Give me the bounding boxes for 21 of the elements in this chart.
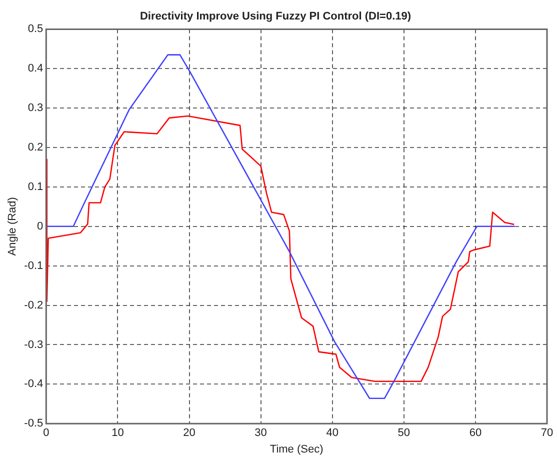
x-axis-title: Time (Sec) xyxy=(270,443,324,456)
x-tick-label: 50 xyxy=(398,427,410,440)
x-tick-label: 70 xyxy=(540,427,554,440)
x-tick-label: 30 xyxy=(254,427,267,440)
y-tick-label: -0.3 xyxy=(24,338,44,351)
y-tick-label: 0.2 xyxy=(28,142,44,154)
y-tick-label: 0 xyxy=(37,220,44,232)
y-tick-label: -0.5 xyxy=(24,418,44,430)
y-tick-label: -0.2 xyxy=(24,299,44,312)
y-axis-title: Angle (Rad) xyxy=(6,197,19,256)
y-tick-label: 0.4 xyxy=(28,62,44,75)
chart-title: Directivity Improve Using Fuzzy PI Control (DI=0.19) xyxy=(140,10,412,23)
x-tick-label: 10 xyxy=(112,427,124,440)
y-tick-label: 0.3 xyxy=(28,102,44,114)
y-tick-label: -0.4 xyxy=(24,378,44,390)
x-tick-label: 60 xyxy=(469,427,482,440)
x-tick-label: 20 xyxy=(183,427,196,440)
x-tick-label: 40 xyxy=(326,427,338,440)
y-tick-label: -0.1 xyxy=(24,260,44,272)
y-tick-label: 0.1 xyxy=(28,180,44,193)
y-tick-label: 0.5 xyxy=(28,23,44,36)
